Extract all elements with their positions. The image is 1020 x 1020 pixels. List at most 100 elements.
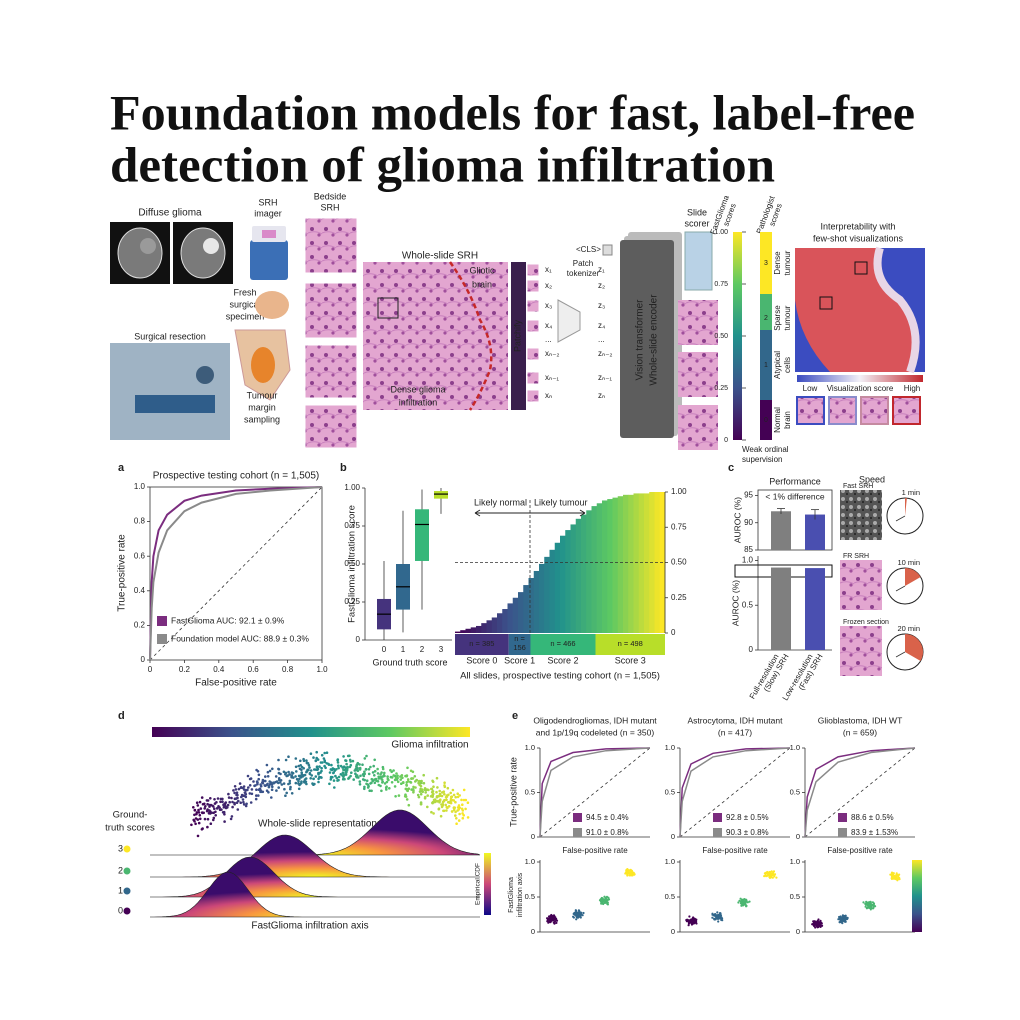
representation-dot [225, 805, 228, 809]
tick-label: 0 [671, 832, 675, 841]
score-dot [772, 870, 776, 873]
representation-dot [200, 828, 204, 831]
representation-dot [363, 770, 366, 773]
representation-dot [461, 809, 465, 812]
representation-dot [372, 764, 376, 768]
representation-dot [336, 779, 339, 782]
score-dot [686, 918, 689, 921]
legend-swatch [573, 828, 582, 837]
label: 1 [764, 362, 768, 369]
representation-dot [270, 796, 273, 799]
label: Dense [773, 251, 782, 275]
score-bar [560, 535, 566, 633]
tick-label: 0 [749, 645, 754, 654]
representation-dot [369, 782, 372, 785]
score-dot [692, 916, 695, 919]
representation-dot [420, 788, 424, 791]
representation-dot [315, 750, 319, 754]
bar [805, 568, 825, 650]
heatmap-mid [873, 246, 920, 374]
label: (n = 659) [843, 727, 877, 737]
representation-dot [321, 761, 324, 764]
score-dot [546, 917, 549, 921]
score-dot [838, 915, 841, 919]
representation-dot [354, 768, 357, 772]
representation-dot [406, 766, 409, 770]
roc-curve [804, 747, 916, 838]
label: <CLS> [576, 245, 601, 254]
representation-dot [371, 771, 375, 774]
label: n = 466 [550, 639, 575, 648]
representation-dot [369, 765, 372, 769]
label: x₂ [545, 281, 552, 290]
representation-dot [231, 800, 234, 804]
representation-dot [435, 799, 439, 803]
axes-frame [149, 486, 323, 661]
representation-dot [218, 808, 222, 812]
representation-dot [268, 769, 272, 773]
patch [526, 371, 540, 385]
representation-dot [200, 811, 204, 814]
cls-token [602, 244, 613, 256]
label: Patchify [512, 319, 522, 352]
representation-dot [297, 779, 300, 783]
representation-dot [358, 780, 362, 783]
representation-dot [351, 759, 355, 763]
representation-dot [264, 775, 267, 778]
label: Fast SRH [843, 483, 873, 490]
group-band [595, 634, 665, 655]
tick-label: 1.0 [790, 857, 800, 866]
score-dot [874, 905, 877, 908]
representation-dot [442, 809, 445, 813]
label: 3 [764, 260, 768, 267]
representation-dot [259, 783, 262, 786]
representation-dot [260, 790, 263, 794]
representation-dot [430, 810, 433, 814]
chance-line [804, 747, 916, 838]
srh-tile [304, 282, 358, 339]
score-dot [770, 873, 773, 876]
representation-dot [244, 804, 248, 808]
label: Speed [859, 474, 885, 484]
representation-dot [334, 774, 337, 778]
score-bar [638, 493, 645, 633]
score-bar [612, 497, 619, 633]
clock-hand [895, 651, 906, 658]
representation-dot [222, 806, 226, 809]
representation-dot [324, 766, 327, 770]
representation-dot [250, 792, 254, 796]
representation-dot [452, 808, 456, 812]
label: zₙ [598, 391, 605, 400]
score-bar [512, 597, 519, 633]
score-dot [897, 874, 900, 877]
score-dot [720, 918, 723, 922]
representation-dot [312, 756, 315, 759]
representation-dot [447, 793, 450, 797]
representation-dot [209, 822, 213, 825]
srh-device-slot [262, 230, 276, 238]
tick-label: Score 3 [615, 655, 646, 665]
representation-dot [339, 773, 343, 776]
tick-label: 0.50 [671, 558, 687, 567]
score-dot [692, 920, 695, 923]
representation-dot [266, 775, 270, 778]
label: tumour [783, 305, 792, 330]
score-dot [812, 920, 815, 923]
representation-dot [261, 778, 265, 782]
representation-dot [399, 775, 402, 778]
representation-dot [457, 808, 461, 811]
figure-title: Foundation models for fast, label-free [110, 84, 915, 140]
representation-dot [442, 790, 446, 793]
tick-label: Score 1 [504, 655, 535, 665]
representation-dot [309, 769, 313, 772]
representation-dot [310, 774, 314, 777]
representation-dot [380, 789, 383, 793]
representation-dot [255, 780, 259, 783]
panel-letter: b [340, 462, 347, 474]
tick-label: 0 [796, 832, 800, 841]
representation-dot [287, 770, 290, 774]
label: xₙ₋₁ [545, 373, 559, 382]
representation-dot [443, 781, 446, 784]
representation-dot [303, 773, 307, 777]
representation-dot [460, 798, 463, 802]
